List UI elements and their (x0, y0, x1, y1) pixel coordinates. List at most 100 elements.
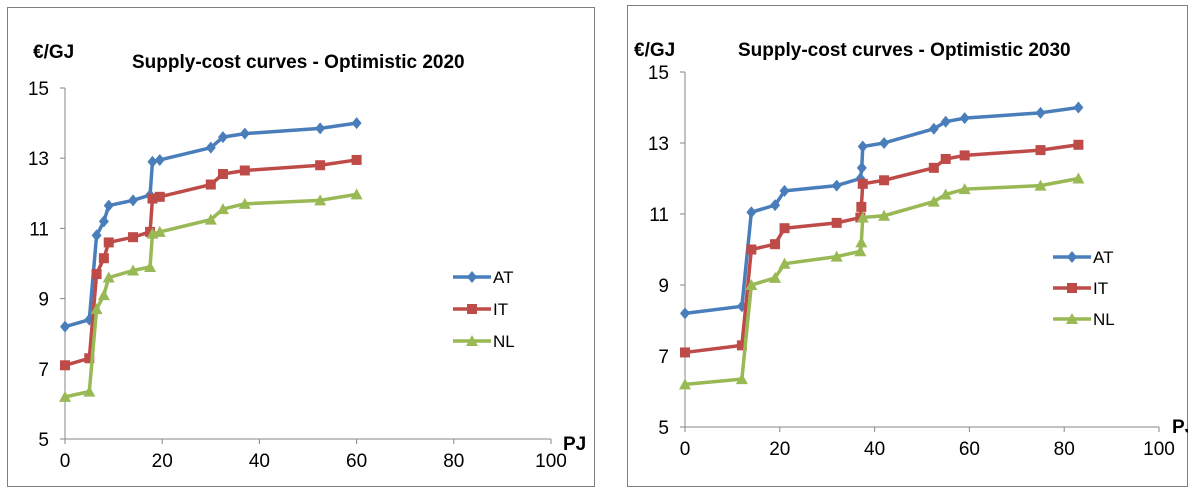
data-point (315, 160, 326, 171)
x-tick-label: 40 (864, 439, 885, 460)
legend-marker (1066, 313, 1078, 324)
data-point (217, 168, 228, 179)
series-nl (59, 188, 363, 402)
data-point (59, 390, 71, 402)
series-at-line (684, 105, 1079, 316)
y-tick-label: 15 (648, 63, 669, 84)
legend-label: AT (1093, 248, 1113, 267)
data-point (940, 153, 951, 164)
x-tick-label: 0 (60, 451, 71, 472)
data-point (1034, 179, 1047, 191)
data-point (831, 217, 842, 228)
data-point (83, 385, 96, 397)
y-unit-label: €/GJ (33, 42, 74, 63)
data-point (736, 340, 747, 351)
data-point (127, 264, 140, 276)
data-point (928, 162, 939, 173)
data-point (854, 245, 867, 257)
chart-title: Supply-cost curves - Optimistic 2020 (132, 52, 465, 73)
data-point (1072, 172, 1085, 184)
data-point (103, 199, 114, 212)
data-point (878, 209, 891, 221)
x-tick-label: 80 (1054, 439, 1075, 460)
data-point (856, 201, 867, 212)
legend-item-it: IT (453, 300, 508, 319)
data-point (216, 203, 229, 215)
data-point (928, 122, 939, 135)
legend-label: IT (493, 300, 508, 319)
data-point (958, 183, 971, 195)
legend-label: IT (1093, 279, 1108, 298)
chart-2030-svg: €/GJ Supply-cost curves - Optimistic 203… (634, 40, 1188, 460)
legend-label: AT (493, 268, 513, 287)
data-point (102, 271, 115, 283)
data-point (60, 360, 70, 371)
data-point (680, 347, 690, 358)
data-point (351, 154, 362, 165)
x-tick-label: 60 (959, 439, 980, 460)
data-point (879, 137, 890, 149)
data-point (351, 117, 362, 130)
data-point (1035, 106, 1046, 119)
data-point (736, 300, 747, 313)
data-point (680, 307, 690, 320)
series-it (680, 139, 1084, 358)
series-at (60, 117, 362, 333)
chart-panel-2020: €/GJ Supply-cost curves - Optimistic 202… (7, 7, 595, 487)
series-at (680, 101, 1084, 320)
data-point (350, 188, 363, 200)
data-point (90, 303, 103, 315)
data-point (103, 237, 114, 248)
legend-marker (467, 271, 477, 283)
y-unit-label: €/GJ (634, 40, 675, 61)
data-point (239, 127, 250, 140)
data-point (856, 161, 867, 174)
data-point (238, 197, 251, 209)
x-unit-label: PJ (563, 434, 586, 455)
series-nl-line (64, 192, 357, 399)
data-point (779, 223, 790, 234)
data-point (154, 153, 165, 166)
y-tick-label: 9 (38, 290, 49, 311)
legend-item-at: AT (1053, 248, 1113, 267)
data-point (1035, 145, 1046, 156)
data-point (98, 253, 109, 264)
x-tick-label: 0 (680, 439, 691, 460)
data-point (315, 122, 326, 135)
x-unit-label: PJ (1172, 417, 1188, 438)
data-point (879, 175, 890, 186)
data-point (745, 279, 758, 290)
data-point (205, 141, 216, 154)
data-point (778, 257, 791, 269)
y-tick-label: 5 (38, 430, 49, 451)
data-point (145, 226, 156, 237)
y-tick-label: 9 (658, 276, 669, 297)
x-tick-label: 60 (346, 451, 367, 472)
data-point (147, 193, 158, 204)
legend-marker (467, 304, 477, 314)
data-point (97, 289, 110, 301)
data-point (128, 194, 139, 207)
data-point (98, 215, 109, 228)
data-point (940, 115, 951, 128)
data-point (830, 250, 843, 262)
data-point (679, 378, 691, 390)
data-point (831, 179, 842, 192)
data-point (239, 165, 250, 176)
x-tick-label: 20 (769, 439, 790, 460)
data-point (314, 194, 327, 206)
data-point (855, 236, 868, 248)
data-point (204, 213, 217, 225)
y-tick-label: 7 (38, 360, 49, 381)
y-tick-label: 15 (28, 79, 49, 100)
y-tick-label: 11 (29, 219, 49, 240)
data-point (746, 206, 757, 219)
x-tick-label: 80 (443, 451, 464, 472)
data-point (769, 271, 782, 283)
data-point (217, 131, 228, 144)
data-point (147, 155, 158, 168)
data-point (153, 225, 166, 237)
legend-label: NL (1093, 310, 1115, 329)
data-point (154, 191, 165, 202)
legend-marker (1067, 283, 1077, 293)
